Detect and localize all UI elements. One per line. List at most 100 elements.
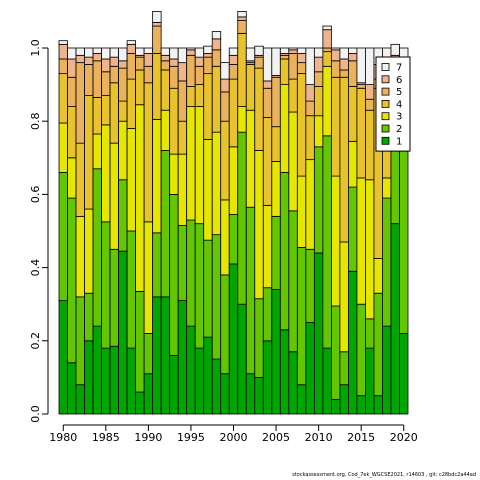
bar-segment-2009-age-5	[305, 100, 315, 117]
bar-segment-2010-age-1	[313, 252, 324, 415]
bar-segment-2015-age-2	[356, 303, 366, 397]
bar-segment-1996-age-4	[194, 84, 205, 107]
x-tick-label: 2010	[305, 431, 333, 444]
legend-swatch-7	[381, 63, 390, 71]
bar-segment-1982-age-4	[75, 142, 85, 217]
bar-segment-1995-age-2	[186, 219, 196, 327]
bar-segment-2011-age-5	[322, 47, 332, 53]
bar-segment-2013-age-7	[339, 47, 349, 60]
bar-segment-1984-age-7	[92, 47, 102, 54]
bar-segment-1981-age-2	[67, 197, 77, 364]
bar-segment-2014-age-7	[348, 47, 358, 54]
bar-segment-2008-age-6	[296, 53, 307, 64]
bar-segment-2014-age-4	[348, 86, 358, 142]
bar-segment-2017-age-1	[373, 395, 383, 415]
footer-caption: stockassessment.org, Cod_7ek_WGCSE2021, …	[292, 472, 476, 478]
bar-segment-2003-age-5	[254, 56, 264, 69]
bar-segment-2017-age-2	[373, 292, 383, 397]
bar-segment-1989-age-1	[135, 391, 145, 415]
bar-segment-2018-age-2	[382, 197, 392, 327]
bar-segment-1982-age-5	[75, 62, 85, 144]
bar-segment-1992-age-4	[160, 69, 171, 111]
bar-segment-1985-age-2	[101, 221, 111, 349]
bar-segment-1995-age-7	[186, 47, 196, 51]
bar-segment-1991-age-5	[152, 25, 162, 54]
bar-segment-2012-age-7	[330, 47, 341, 51]
bar-segment-2011-age-1	[322, 347, 332, 415]
bar-segment-1993-age-1	[169, 355, 179, 415]
bar-segment-1982-age-3	[75, 215, 85, 298]
y-tick-label: 0.8	[29, 112, 42, 130]
bar-segment-1988-age-3	[126, 128, 137, 232]
bar-segment-1999-age-7	[220, 62, 230, 80]
bar-segment-1998-age-4	[211, 65, 222, 133]
legend-swatch-2	[381, 124, 390, 133]
bar-segment-1999-age-4	[220, 120, 230, 201]
bar-segment-1986-age-5	[109, 65, 119, 84]
bar-segment-2013-age-2	[339, 351, 349, 386]
bar-segment-2014-age-3	[348, 140, 358, 188]
legend-label-2: 2	[396, 124, 402, 135]
bar-segment-2006-age-4	[279, 58, 290, 86]
bar-segment-1980-age-1	[58, 300, 68, 415]
x-tick-label: 2005	[262, 431, 290, 444]
legend-box	[375, 56, 411, 152]
bar-segment-1992-age-6	[160, 54, 171, 62]
axes-layer: 1980 1985 1990 1995 2000 2005 2010 2015 2020 0.0 0…	[29, 39, 418, 444]
bar-segment-2010-age-3	[313, 115, 324, 148]
bar-segment-1999-age-6	[220, 78, 230, 93]
bar-segment-1985-age-4	[101, 95, 111, 126]
bar-segment-2009-age-3	[305, 159, 315, 250]
bar-segment-2010-age-2	[313, 146, 324, 254]
bar-segment-1985-age-3	[101, 124, 111, 223]
bar-segment-1986-age-2	[109, 248, 119, 347]
bar-segment-1980-age-6	[58, 43, 68, 60]
bar-segment-2004-age-1	[262, 340, 273, 415]
x-tick-label: 2000	[220, 431, 248, 444]
bar-segment-1989-age-3	[135, 104, 145, 292]
bar-segment-1995-age-1	[186, 325, 196, 415]
bar-segment-2001-age-5	[237, 20, 247, 34]
bar-segment-1997-age-1	[203, 336, 213, 415]
bar-segment-2008-age-1	[296, 384, 307, 415]
bar-segment-1990-age-4	[143, 82, 154, 223]
bar-segment-2006-age-7	[279, 47, 290, 54]
bar-segment-2006-age-3	[279, 84, 290, 173]
bar-segment-1993-age-3	[169, 153, 179, 195]
bar-segment-2014-age-6	[348, 53, 358, 62]
bar-segment-1999-age-2	[220, 274, 230, 375]
bar-segment-2006-age-5	[279, 54, 290, 60]
bar-segment-2011-age-7	[322, 25, 332, 31]
x-tick-label: 2015	[347, 431, 375, 444]
bar-segment-1984-age-6	[92, 53, 102, 62]
bar-segment-1990-age-3	[143, 221, 154, 334]
legend-label-4: 4	[396, 99, 402, 110]
bar-segment-1994-age-3	[177, 153, 188, 226]
bar-segment-2010-age-4	[313, 86, 324, 117]
bar-segment-1997-age-6	[203, 53, 213, 58]
bar-segment-2007-age-1	[288, 351, 298, 415]
bar-segment-2000-age-4	[228, 78, 239, 148]
y-tick-label: 0.2	[29, 332, 42, 350]
y-tick-label: 0.4	[29, 259, 42, 277]
bar-segment-2000-age-2	[228, 214, 239, 265]
bar-segment-1999-age-3	[220, 199, 230, 276]
bar-segment-2019-age-1	[390, 223, 400, 415]
bar-segment-2002-age-4	[245, 64, 256, 111]
bar-segment-1985-age-7	[101, 47, 111, 60]
bar-segment-1990-age-7	[143, 47, 154, 54]
bar-segment-2000-age-5	[228, 64, 239, 80]
bar-segment-2007-age-7	[288, 47, 298, 51]
bar-segment-2002-age-1	[245, 373, 256, 415]
bar-segment-1997-age-3	[203, 139, 213, 241]
bar-segment-2016-age-2	[365, 318, 375, 349]
bar-segment-2011-age-4	[322, 51, 332, 67]
bar-segment-2015-age-5	[356, 84, 366, 89]
x-tick-label: 2020	[390, 431, 418, 444]
bar-segment-2007-age-4	[288, 78, 298, 113]
bar-segment-1988-age-2	[126, 230, 137, 349]
bar-segment-2014-age-2	[348, 186, 358, 272]
bar-segment-2005-age-4	[271, 126, 281, 162]
bar-segment-2005-age-5	[271, 76, 281, 128]
bar-segment-1989-age-4	[135, 69, 145, 106]
